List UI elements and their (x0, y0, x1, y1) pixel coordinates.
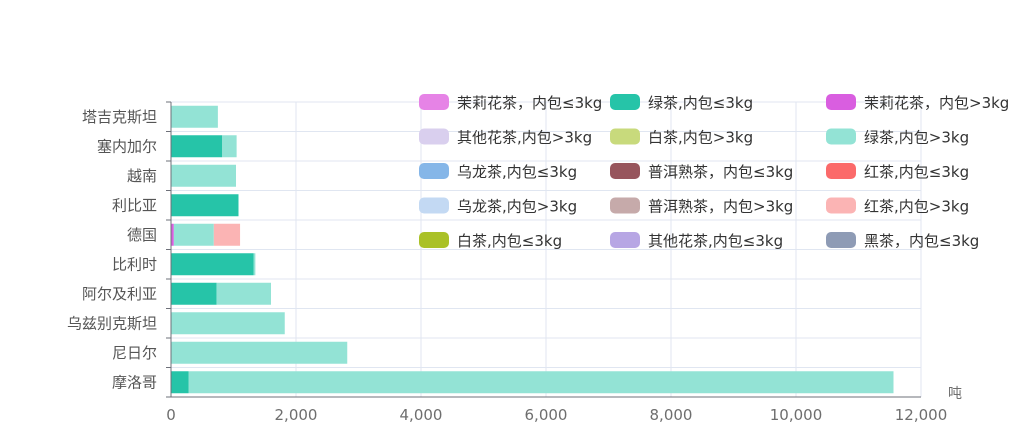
legend-swatch (419, 128, 449, 145)
bar-segment[interactable] (171, 164, 236, 187)
legend-label: 乌龙茶,内包≤3kg (457, 163, 577, 181)
tick-labels: 0 2,000 4,000 6,000 8,000 10,000 12,000 摩洛哥 尼日尔 乌… (67, 101, 948, 424)
legend-swatch (419, 197, 449, 214)
bar-segment[interactable] (171, 282, 217, 305)
bar-segment[interactable] (171, 135, 223, 158)
bar-segment[interactable] (171, 194, 239, 217)
x-tick-label: 2,000 (275, 406, 318, 424)
x-tick-label: 12,000 (895, 406, 948, 424)
legend-swatch (826, 94, 856, 110)
legend-swatch (419, 232, 449, 248)
legend-label: 其他花茶,内包>3kg (457, 129, 592, 147)
legend-label: 白茶,内包≤3kg (457, 232, 562, 250)
legend-label: 乌龙茶,内包>3kg (457, 198, 577, 216)
legend-label: 其他花茶,内包≤3kg (648, 232, 783, 250)
legend-label: 茉莉花茶，内包>3kg (864, 94, 1009, 112)
legend-swatch (419, 94, 449, 110)
legend-label: 黑茶，内包≤3kg (864, 232, 979, 250)
legend-item[interactable]: 红茶,内包>3kg (826, 197, 969, 216)
bar-segment[interactable] (171, 312, 285, 335)
legend-label: 红茶,内包≤3kg (864, 163, 969, 181)
bar-segment[interactable] (213, 223, 241, 246)
legend-item[interactable]: 茉莉花茶，内包>3kg (826, 94, 1009, 112)
bar-segment[interactable] (222, 135, 237, 158)
legend-swatch (610, 197, 640, 214)
legend-item[interactable]: 茉莉花茶，内包≤3kg (419, 94, 602, 112)
grid (171, 101, 922, 397)
category-label: 越南 (127, 167, 157, 185)
legend[interactable]: 茉莉花茶，内包≤3kg 绿茶,内包≤3kg 茉莉花茶，内包>3kg 其他花茶,内包>3… (419, 94, 1009, 250)
legend-swatch (610, 128, 640, 145)
category-label: 塔吉克斯坦 (82, 108, 157, 126)
legend-item[interactable]: 白茶,内包>3kg (610, 128, 753, 147)
x-tick-label: 0 (166, 406, 176, 424)
bar-segment[interactable] (171, 105, 218, 128)
legend-label: 茉莉花茶，内包≤3kg (457, 94, 602, 112)
axes: 吨 (170, 102, 962, 402)
legend-item[interactable]: 普洱熟茶，内包>3kg (610, 197, 793, 216)
legend-item[interactable]: 其他花茶,内包≤3kg (610, 232, 783, 250)
legend-item[interactable]: 绿茶,内包≤3kg (610, 94, 753, 112)
category-label: 阿尔及利亚 (82, 285, 157, 303)
legend-item[interactable]: 黑茶，内包≤3kg (826, 232, 979, 250)
bars (171, 105, 894, 394)
legend-item[interactable]: 乌龙茶,内包>3kg (419, 197, 577, 216)
x-tick-label: 6,000 (525, 406, 568, 424)
legend-label: 绿茶,内包≤3kg (648, 94, 753, 112)
category-label: 摩洛哥 (112, 373, 157, 391)
legend-item[interactable]: 普洱熟茶，内包≤3kg (610, 163, 793, 181)
category-label: 比利时 (112, 255, 157, 273)
category-label: 塞内加尔 (97, 137, 157, 155)
legend-label: 红茶,内包>3kg (864, 198, 969, 216)
bar-segment[interactable] (173, 223, 214, 246)
legend-swatch (610, 94, 640, 110)
legend-item[interactable]: 其他花茶,内包>3kg (419, 128, 592, 147)
legend-swatch (610, 163, 640, 179)
legend-label: 白茶,内包>3kg (648, 129, 753, 147)
legend-swatch (419, 163, 449, 179)
category-label: 德国 (127, 226, 157, 244)
legend-item[interactable]: 红茶,内包≤3kg (826, 163, 969, 181)
legend-label: 绿茶,内包>3kg (864, 129, 969, 147)
bar-segment[interactable] (188, 371, 894, 394)
x-tick-label: 10,000 (770, 406, 823, 424)
legend-label: 普洱熟茶，内包≤3kg (648, 163, 793, 181)
legend-item[interactable]: 白茶,内包≤3kg (419, 232, 562, 250)
category-label: 尼日尔 (112, 344, 157, 362)
bar-segment[interactable] (216, 282, 271, 305)
bar-segment[interactable] (171, 371, 189, 394)
x-axis-unit: 吨 (948, 386, 962, 402)
category-label: 乌兹别克斯坦 (67, 314, 157, 332)
legend-item[interactable]: 乌龙茶,内包≤3kg (419, 163, 577, 181)
bar-segment[interactable] (253, 253, 256, 276)
x-tick-label: 4,000 (400, 406, 443, 424)
x-tick-label: 8,000 (650, 406, 693, 424)
legend-swatch (610, 232, 640, 248)
legend-swatch (826, 197, 856, 214)
bar-segment[interactable] (171, 223, 174, 246)
legend-item[interactable]: 绿茶,内包>3kg (826, 128, 969, 147)
legend-swatch (826, 232, 856, 248)
legend-swatch (826, 163, 856, 179)
bar-segment[interactable] (171, 341, 348, 364)
legend-swatch (826, 128, 856, 145)
category-label: 利比亚 (112, 196, 157, 214)
bar-segment[interactable] (171, 253, 254, 276)
legend-label: 普洱熟茶，内包>3kg (648, 198, 793, 216)
